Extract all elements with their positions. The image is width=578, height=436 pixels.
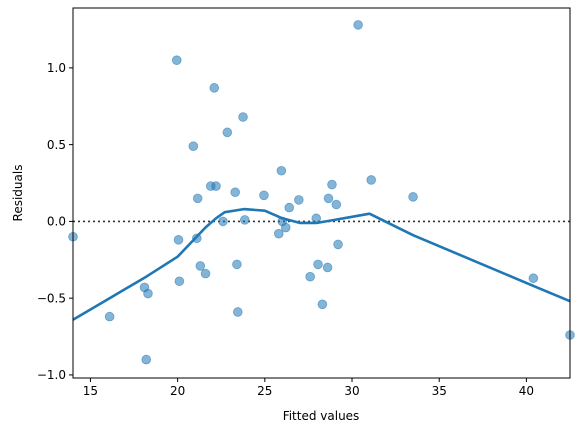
x-tick-label: 35 [432, 384, 447, 398]
scatter-points [68, 20, 575, 365]
data-point [276, 165, 287, 176]
data-point [284, 202, 295, 213]
data-point [259, 190, 269, 201]
data-point [211, 181, 221, 191]
data-point [222, 127, 233, 138]
x-tick-label: 25 [257, 384, 272, 398]
data-point [528, 273, 539, 284]
axes: 15 20 25 30 35 40 −1.0 −0.5 0.0 0.5 1.0 [37, 7, 575, 398]
data-point [366, 175, 377, 185]
data-point [230, 187, 240, 198]
data-point [232, 259, 242, 270]
y-tick-label: 1.0 [47, 61, 66, 75]
y-tick-label: −0.5 [37, 291, 66, 305]
x-axis-ticks: 15 20 25 30 35 40 [83, 378, 534, 398]
data-point [218, 216, 228, 227]
data-point [232, 307, 243, 317]
data-point [174, 276, 185, 287]
data-point [322, 262, 333, 273]
y-tick-label: 0.0 [47, 215, 66, 229]
data-point [171, 55, 182, 65]
data-point [239, 215, 250, 225]
data-point [333, 239, 343, 250]
x-tick-label: 15 [83, 384, 98, 398]
x-axis-label: Fitted values [283, 409, 360, 423]
data-point [143, 288, 153, 299]
data-point [188, 141, 199, 151]
data-point [305, 271, 315, 282]
data-point [280, 222, 291, 233]
data-point [323, 193, 334, 204]
x-tick-label: 30 [344, 384, 359, 398]
data-point [173, 235, 184, 245]
x-tick-label: 20 [170, 384, 185, 398]
y-axis-label: Residuals [11, 165, 25, 222]
data-point [313, 259, 323, 270]
data-point [141, 354, 152, 365]
data-point [104, 311, 115, 322]
x-tick-label: 40 [519, 384, 534, 398]
data-point [195, 261, 206, 271]
data-point [200, 268, 211, 279]
data-point [353, 20, 363, 30]
data-point [209, 83, 220, 93]
data-point [327, 179, 337, 190]
data-point [238, 112, 248, 122]
y-tick-label: −1.0 [37, 368, 66, 382]
lowess-curve [72, 207, 571, 321]
data-point [273, 228, 284, 239]
data-point [408, 192, 418, 202]
data-point [192, 193, 203, 204]
y-tick-label: 0.5 [47, 138, 66, 152]
plot-frame [72, 7, 571, 379]
data-point [331, 199, 342, 210]
data-point [294, 195, 304, 205]
data-point [317, 299, 328, 310]
y-axis-ticks: −1.0 −0.5 0.0 0.5 1.0 [37, 61, 73, 382]
